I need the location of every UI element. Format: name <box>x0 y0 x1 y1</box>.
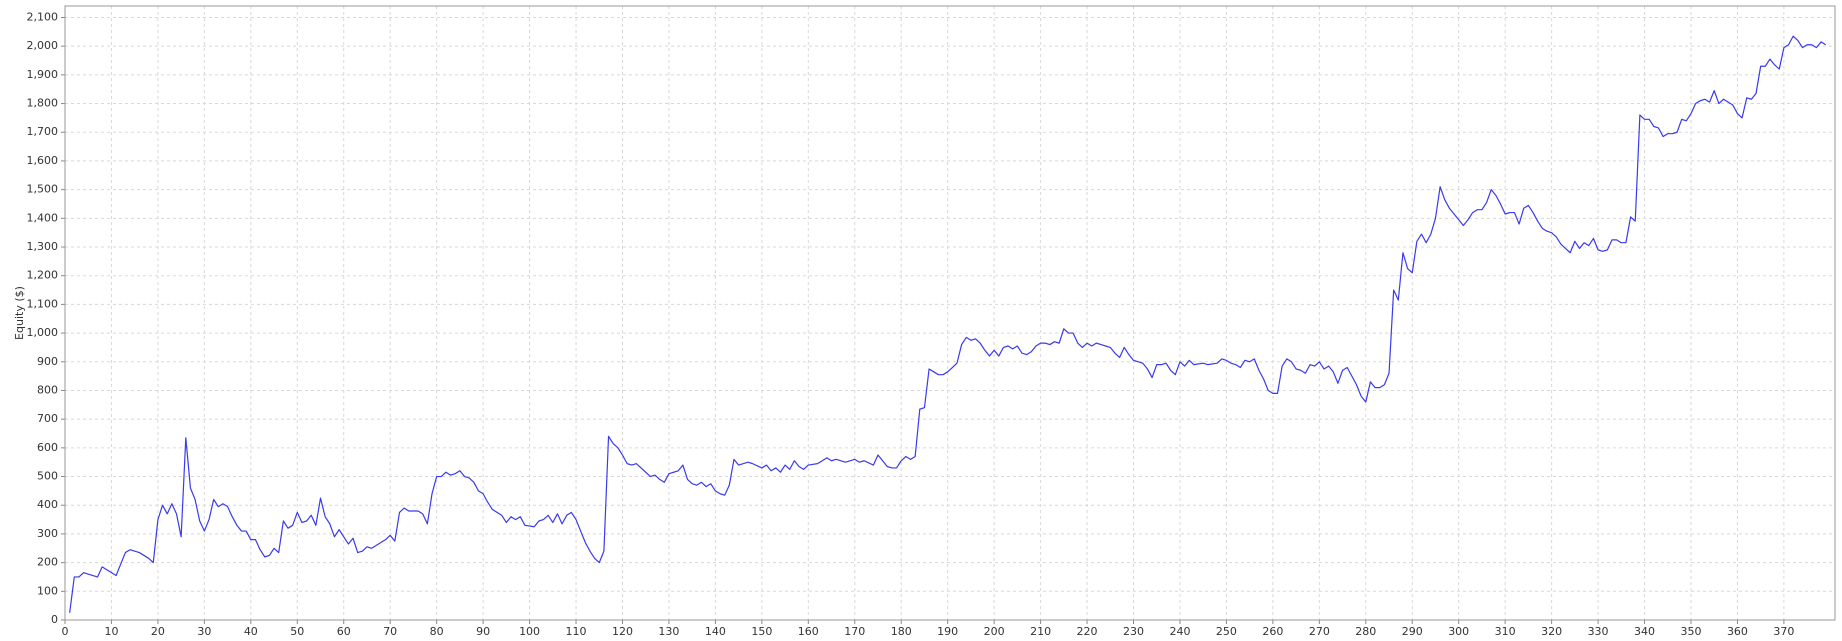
y-tick-label: 0 <box>51 613 58 626</box>
y-axis-title: Equity ($) <box>13 286 26 340</box>
x-tick-label: 150 <box>751 625 772 638</box>
y-tick-label: 1,800 <box>27 97 59 110</box>
y-tick-label: 900 <box>37 355 58 368</box>
y-tick-label: 500 <box>37 470 58 483</box>
x-tick-label: 360 <box>1727 625 1748 638</box>
y-tick-label: 1,300 <box>27 240 59 253</box>
x-tick-label: 370 <box>1773 625 1794 638</box>
y-tick-label: 1,100 <box>27 297 59 310</box>
x-tick-label: 180 <box>891 625 912 638</box>
x-tick-label: 110 <box>566 625 587 638</box>
x-tick-label: 280 <box>1355 625 1376 638</box>
x-tick-label: 350 <box>1680 625 1701 638</box>
y-tick-label: 600 <box>37 441 58 454</box>
y-tick-label: 1,700 <box>27 125 59 138</box>
x-tick-label: 10 <box>104 625 118 638</box>
x-tick-label: 0 <box>62 625 69 638</box>
x-tick-label: 290 <box>1402 625 1423 638</box>
x-tick-label: 200 <box>984 625 1005 638</box>
y-tick-label: 1,500 <box>27 183 59 196</box>
y-tick-label: 1,600 <box>27 154 59 167</box>
x-tick-label: 300 <box>1448 625 1469 638</box>
x-tick-label: 240 <box>1169 625 1190 638</box>
plot-frame <box>64 5 1836 621</box>
y-tick-label: 1,400 <box>27 211 59 224</box>
x-tick-label: 100 <box>519 625 540 638</box>
x-tick-label: 120 <box>612 625 633 638</box>
y-tick-label: 200 <box>37 556 58 569</box>
x-tick-label: 320 <box>1541 625 1562 638</box>
x-tick-label: 70 <box>383 625 397 638</box>
y-tick-label: 700 <box>37 412 58 425</box>
equity-line <box>69 35 1827 613</box>
x-tick-label: 190 <box>937 625 958 638</box>
x-tick-label: 30 <box>197 625 211 638</box>
x-tick-label: 160 <box>798 625 819 638</box>
y-tick-label: 400 <box>37 498 58 511</box>
x-tick-label: 50 <box>290 625 304 638</box>
x-tick-label: 340 <box>1634 625 1655 638</box>
y-tick-label: 100 <box>37 584 58 597</box>
y-tick-label: 1,900 <box>27 68 59 81</box>
y-tick-label: 1,000 <box>27 326 59 339</box>
x-tick-label: 80 <box>430 625 444 638</box>
x-tick-label: 170 <box>844 625 865 638</box>
x-tick-label: 220 <box>1077 625 1098 638</box>
x-tick-label: 90 <box>476 625 490 638</box>
x-tick-label: 40 <box>244 625 258 638</box>
x-tick-label: 310 <box>1495 625 1516 638</box>
x-tick-label: 250 <box>1216 625 1237 638</box>
y-tick-label: 300 <box>37 527 58 540</box>
y-tick-label: 1,200 <box>27 269 59 282</box>
y-tick-label: 2,100 <box>27 10 59 23</box>
x-tick-label: 210 <box>1030 625 1051 638</box>
x-tick-label: 60 <box>337 625 351 638</box>
x-tick-label: 260 <box>1262 625 1283 638</box>
x-tick-label: 140 <box>705 625 726 638</box>
x-tick-label: 20 <box>151 625 165 638</box>
x-tick-label: 330 <box>1588 625 1609 638</box>
x-tick-label: 130 <box>658 625 679 638</box>
x-tick-label: 230 <box>1123 625 1144 638</box>
y-tick-label: 2,000 <box>27 39 59 52</box>
x-tick-label: 270 <box>1309 625 1330 638</box>
y-tick-label: 800 <box>37 383 58 396</box>
